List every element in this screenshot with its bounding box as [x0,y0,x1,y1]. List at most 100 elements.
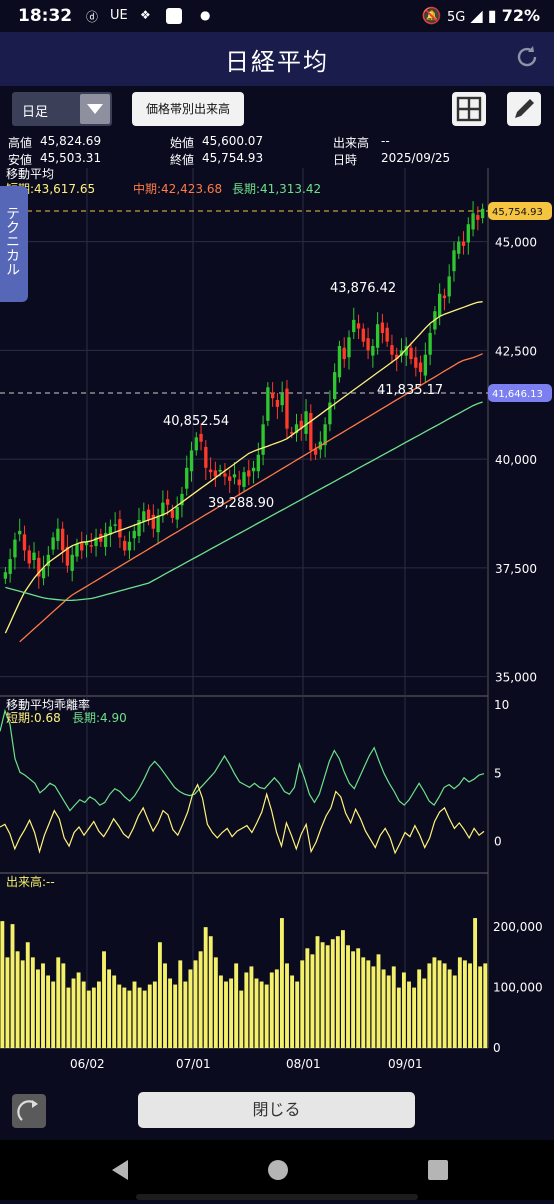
candle-body [476,215,480,220]
docomo-icon: ⓓ [86,10,99,24]
battery-level: 72% [501,6,540,25]
open-label: 始値 [170,136,195,150]
volume-bar [178,960,183,1048]
volume-bar [462,960,467,1048]
candle-body [266,387,270,421]
candle-body [333,372,337,400]
candle-body [466,224,470,243]
technical-tab[interactable]: テクニカル [0,186,28,302]
ma-mid-line [19,353,483,643]
candle-body [204,446,208,468]
date-label: 日時 [333,153,358,167]
price-tick-label: 37,500 [495,562,537,576]
pencil-icon [515,99,534,118]
candle-body [304,411,308,434]
candle-body [457,241,461,254]
network-label: 5G [446,10,466,25]
volume-bar [351,951,356,1048]
volume-label: 出来高 [333,136,370,150]
app-header: 日経平均 [0,32,554,86]
candle-body [428,332,432,355]
volume-bar [346,945,350,1048]
rotate-button[interactable] [12,1094,46,1128]
candle-body [18,530,22,535]
volume-bar [305,948,310,1048]
candle-body [242,472,246,487]
moving-average-lines [4,301,483,643]
refresh-icon[interactable] [514,44,540,70]
volume-bar [366,960,371,1048]
candle-body [347,337,351,358]
candle-body [237,479,241,486]
volume-bar [234,963,239,1048]
price-tick-label: 42,500 [495,344,537,358]
volume-bar [290,975,295,1048]
volume-value: -- [381,134,390,148]
candle-body [80,542,84,551]
close-button[interactable]: 閉じる [138,1092,415,1128]
volume-bar [218,975,223,1048]
price-tick-label: 35,000 [495,671,537,685]
volume-bar [15,951,20,1048]
volume-bar [452,975,457,1048]
candle-body [270,392,275,399]
low-value: 45,503.31 [40,151,102,165]
home-icon[interactable] [268,1160,288,1180]
close-value: 45,754.93 [202,151,264,165]
volume-bar [147,984,152,1048]
ma-mid-label: 中期:42,423.68 [133,181,222,196]
page-title: 日経平均 [225,48,329,76]
technical-tab-label: テクニカル [4,206,20,276]
ohlc-info: 高値 45,824.69 始値 45,600.07 出来高 -- 安値 45,5… [0,132,554,168]
candle-body [13,539,17,558]
candle-body [161,502,165,516]
grid-layout-button[interactable] [452,92,486,126]
candle-body [170,509,175,518]
volume-bar [478,966,483,1048]
candle-body [285,388,289,429]
volume-bar [447,969,452,1048]
dev-long-label: 長期:4.90 [72,711,127,725]
ma-panel-title: 移動平均 [6,168,54,181]
grid-icon [456,96,482,122]
candle-body [442,295,447,299]
volume-bar [0,921,5,1048]
volume-bar [61,963,66,1048]
gesture-bar [136,1194,418,1200]
deviation-tick-label: 0 [494,835,502,849]
ma-short-label: 短期:43,617.65 [6,182,95,196]
back-icon[interactable] [112,1160,128,1180]
candle-body [404,346,408,356]
candle-body [395,354,399,360]
volume-bar [127,990,132,1048]
candle-body [41,567,46,579]
candle-body [89,545,93,547]
volume-bar [91,987,96,1048]
high-label: 高値 [8,136,33,150]
volume-bar [417,969,422,1048]
chart-canvas[interactable]: 45,000 42,500 40,000 37,500 35,000 06/02 07/01… [0,168,554,1078]
candle-body [151,514,155,529]
dot-icon: ● [200,8,211,22]
candle-body [218,469,222,472]
price-volume-button[interactable]: 価格帯別出来高 [132,92,244,126]
volume-bar [269,972,274,1048]
period-select[interactable]: 日足 [12,92,112,126]
candle-body [208,469,213,473]
recents-icon[interactable] [428,1160,448,1180]
dev-panel-title: 移動平均乖離率 [6,697,90,712]
candle-body [232,474,237,478]
candle-body [146,509,151,520]
volume-bar [407,981,411,1048]
system-nav-bar [0,1140,554,1200]
deviation-tick-label: 10 [494,698,509,712]
candle-body [371,346,375,356]
dev-short-label: 短期:0.68 [6,711,61,725]
candle-body [27,550,31,564]
volume-bar [432,957,437,1048]
candle-body [461,241,466,246]
candles [3,201,485,589]
draw-button[interactable] [507,92,541,126]
volume-bar [412,987,417,1048]
axis-labels: 45,000 42,500 40,000 37,500 35,000 06/02 07/01… [70,236,543,1071]
